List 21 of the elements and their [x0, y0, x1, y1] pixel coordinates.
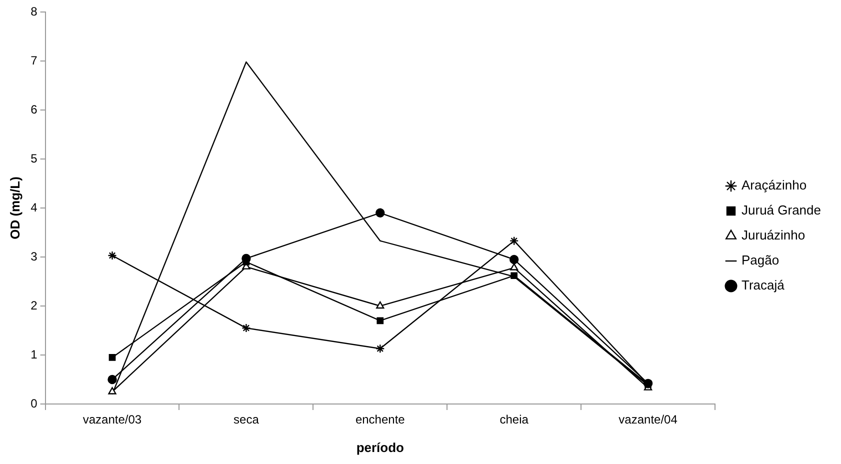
x-tick-label: seca	[234, 412, 260, 427]
y-axis-title: OD (mg/L)	[7, 176, 22, 240]
x-tick-label: vazante/03	[82, 412, 142, 427]
y-tick-label: 3	[30, 249, 38, 264]
y-tick-label: 2	[30, 298, 38, 312]
y-tick-label: 4	[30, 200, 38, 214]
legend-label: Tracajá	[742, 278, 786, 293]
x-axis-title: período	[356, 440, 404, 455]
y-tick-label: 8	[30, 4, 38, 18]
legend-label: Pagão	[742, 252, 780, 268]
legend-label: Araçázinho	[742, 178, 807, 193]
y-tick-label: 7	[30, 53, 38, 68]
legend-label: Juruá Grande	[742, 202, 822, 218]
legend-label: Juruázinho	[742, 228, 806, 243]
y-tick-label: 1	[30, 347, 38, 362]
y-tick-label: 6	[30, 102, 38, 116]
x-tick-label: enchente	[355, 412, 406, 427]
y-tick-label: 5	[30, 151, 38, 166]
x-tick-label: vazante/04	[618, 412, 678, 427]
x-tick-label: cheia	[500, 412, 529, 427]
y-tick-label: 0	[30, 396, 38, 410]
